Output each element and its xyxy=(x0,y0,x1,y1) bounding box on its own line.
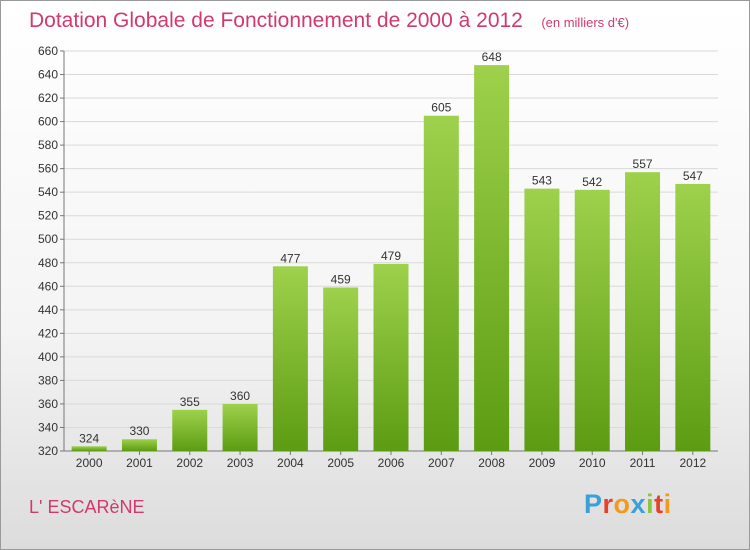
proxiti-logo[interactable]: Proxiti xyxy=(584,489,672,520)
data-label: 330 xyxy=(129,424,149,438)
logo-letter: i xyxy=(663,489,672,519)
x-tick-label: 2002 xyxy=(176,456,203,470)
bar-2003 xyxy=(222,403,258,451)
data-label: 648 xyxy=(482,50,502,64)
data-label: 355 xyxy=(180,395,200,409)
data-label: 543 xyxy=(532,174,552,188)
y-tick-label: 660 xyxy=(38,44,58,58)
bar-2009 xyxy=(524,188,560,451)
y-tick-label: 580 xyxy=(38,138,58,152)
bar-layer xyxy=(71,65,711,452)
y-tick-label: 540 xyxy=(38,185,58,199)
y-tick-label: 640 xyxy=(38,68,58,82)
y-tick-label: 480 xyxy=(38,256,58,270)
x-tick-label: 2012 xyxy=(679,456,706,470)
y-tick-label: 600 xyxy=(38,115,58,129)
data-label: 360 xyxy=(230,389,250,403)
bar-2005 xyxy=(323,287,359,451)
chart-unit: (en milliers d'€) xyxy=(541,15,630,30)
x-tick-label: 2010 xyxy=(579,456,606,470)
bar-2011 xyxy=(625,172,661,452)
logo-letter: r xyxy=(602,489,614,519)
data-label: 542 xyxy=(582,175,602,189)
data-label: 479 xyxy=(381,249,401,263)
logo-letter: x xyxy=(630,489,647,519)
bar-2010 xyxy=(574,189,610,451)
bar-2001 xyxy=(121,439,157,451)
axis-layer: 320 340 360 380 400 420 440 460 480 500 520 540 560 5… xyxy=(38,44,718,470)
bar-2007 xyxy=(423,115,459,452)
x-tick-label: 2008 xyxy=(478,456,505,470)
y-tick-label: 620 xyxy=(38,91,58,105)
y-tick-label: 360 xyxy=(38,397,58,411)
y-tick-label: 420 xyxy=(38,326,58,340)
bar-2008 xyxy=(474,65,510,451)
bar-2012 xyxy=(675,183,711,452)
x-tick-label: 2003 xyxy=(227,456,254,470)
bar-2000 xyxy=(71,446,107,451)
chart-title: Dotation Globale de Fonctionnement de 20… xyxy=(29,9,523,32)
data-label: 477 xyxy=(280,251,300,265)
y-tick-label: 520 xyxy=(38,209,58,223)
y-tick-label: 500 xyxy=(38,232,58,246)
label-layer: 324 330 355 360 477 459 479 605 648 543 542 557 547 xyxy=(79,50,703,445)
x-tick-label: 2004 xyxy=(277,456,304,470)
x-tick-label: 2001 xyxy=(126,456,153,470)
y-tick-label: 400 xyxy=(38,350,58,364)
data-label: 605 xyxy=(431,101,451,115)
y-tick-label: 380 xyxy=(38,373,58,387)
logo-letter: P xyxy=(584,489,603,519)
logo-letter: t xyxy=(654,489,664,519)
logo-letter: o xyxy=(613,489,631,519)
data-label: 324 xyxy=(79,431,99,445)
x-tick-label: 2009 xyxy=(529,456,556,470)
x-tick-label: 2011 xyxy=(630,456,656,470)
x-tick-label: 2006 xyxy=(378,456,405,470)
x-tick-label: 2000 xyxy=(76,456,103,470)
logo-letter: i xyxy=(646,489,655,519)
x-tick-label: 2005 xyxy=(327,456,354,470)
title-row: Dotation Globale de Fonctionnement de 20… xyxy=(29,9,629,33)
data-label: 459 xyxy=(331,272,351,286)
y-tick-label: 320 xyxy=(38,444,58,458)
bar-2002 xyxy=(172,409,208,451)
data-label: 547 xyxy=(683,169,703,183)
y-tick-label: 340 xyxy=(38,420,58,434)
y-tick-label: 460 xyxy=(38,279,58,293)
bar-2006 xyxy=(373,263,409,451)
commune-name: L' ESCARèNE xyxy=(29,497,145,517)
y-tick-label: 560 xyxy=(38,162,58,176)
x-tick-label: 2007 xyxy=(428,456,455,470)
data-label: 557 xyxy=(633,157,653,171)
y-tick-label: 440 xyxy=(38,303,58,317)
bar-2004 xyxy=(272,266,308,451)
